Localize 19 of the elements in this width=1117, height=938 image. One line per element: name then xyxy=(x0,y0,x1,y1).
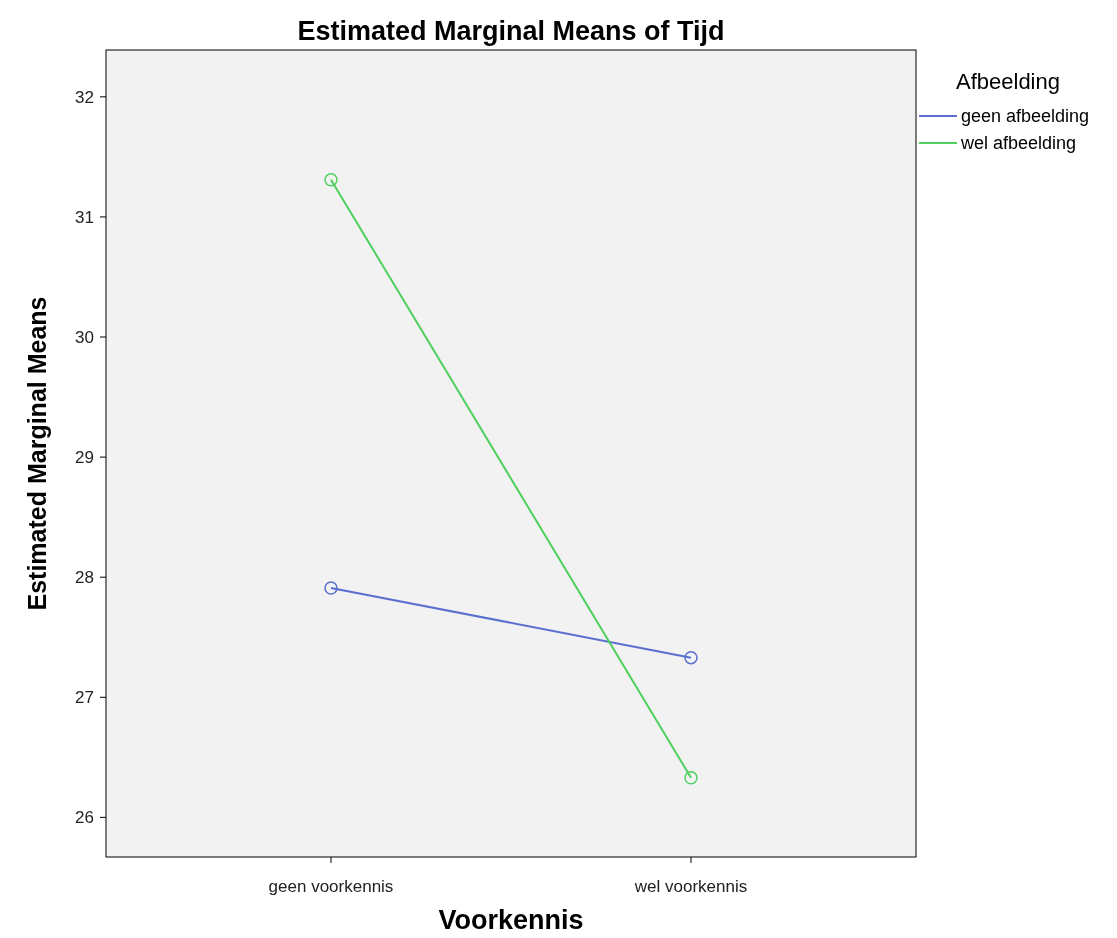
point xyxy=(684,650,698,665)
legend-title: Afbeelding xyxy=(956,69,1060,94)
point xyxy=(324,172,338,187)
y-tick-label: 31 xyxy=(75,207,94,227)
point xyxy=(684,770,698,785)
y-tick-label: 26 xyxy=(75,808,94,828)
x-axis-title: Voorkennis xyxy=(438,905,584,935)
y-tick-label: 28 xyxy=(75,568,94,588)
x-tick-label: wel voorkennis xyxy=(633,877,748,896)
chart-title: Estimated Marginal Means of Tijd xyxy=(297,16,725,46)
y-tick-label: 30 xyxy=(75,327,94,347)
y-tick-label: 29 xyxy=(75,448,94,468)
legend-label: wel afbeelding xyxy=(960,133,1077,154)
legend-label: geen afbeelding xyxy=(961,106,1090,127)
point xyxy=(324,581,338,595)
y-tick-label: 32 xyxy=(75,87,94,107)
x-tick-label: geen voorkennis xyxy=(268,877,394,896)
y-tick-label: 27 xyxy=(75,688,94,708)
y-axis-title: Estimated Marginal Means xyxy=(23,296,51,611)
